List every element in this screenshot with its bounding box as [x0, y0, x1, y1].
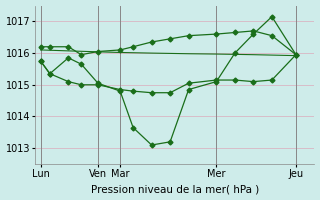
X-axis label: Pression niveau de la mer( hPa ): Pression niveau de la mer( hPa ): [91, 184, 259, 194]
